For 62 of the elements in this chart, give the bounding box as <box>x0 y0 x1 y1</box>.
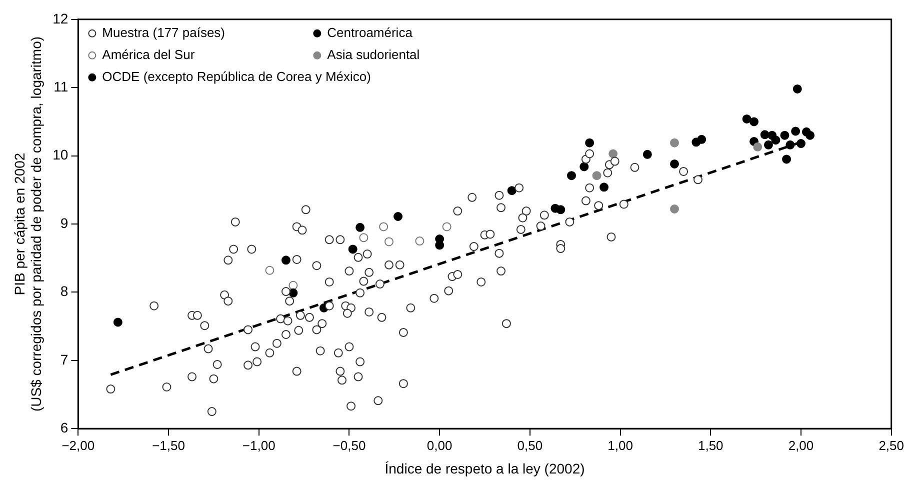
point <box>670 138 679 148</box>
point <box>359 233 368 242</box>
legend-label: Asia sudoriental <box>327 46 420 62</box>
x-tick-label: 0,50 <box>517 438 543 453</box>
point <box>796 139 806 148</box>
point <box>379 222 388 232</box>
point <box>786 140 795 150</box>
x-tick-label: −1,00 <box>242 438 276 453</box>
point <box>113 318 122 327</box>
point <box>642 150 652 159</box>
point <box>585 138 594 148</box>
legend-label: América del Sur <box>102 46 196 62</box>
x-tick-label: −2,00 <box>62 438 95 453</box>
y-tick-label: 8 <box>60 283 68 300</box>
point <box>348 244 358 254</box>
point <box>288 280 298 290</box>
x-tick-label: −1,50 <box>152 438 185 453</box>
point <box>791 126 800 136</box>
point <box>580 162 589 172</box>
point <box>281 256 290 265</box>
point <box>265 266 274 275</box>
point <box>750 117 759 126</box>
point <box>753 142 762 152</box>
point <box>782 154 792 164</box>
x-tick-label: 1,50 <box>698 438 724 453</box>
x-tick-label: 1,00 <box>608 438 633 453</box>
y-tick-label: 9 <box>60 214 68 231</box>
legend-label: OCDE (excepto República de Corea y México) <box>102 68 371 84</box>
x-tick-label: 0,00 <box>426 438 452 453</box>
x-axis-title: Índice de respeto a la ley (2002) <box>384 460 585 476</box>
y-tick-label: 11 <box>54 78 68 94</box>
point <box>600 182 609 192</box>
legend-label: Centroamérica <box>327 24 414 40</box>
point <box>394 212 403 221</box>
point <box>415 236 424 246</box>
point <box>608 149 618 158</box>
y-tick-label: 7 <box>60 351 68 368</box>
y-tick-label: 12 <box>52 10 68 26</box>
legend-label: Muestra (177 países) <box>102 24 226 40</box>
point <box>670 159 679 168</box>
point <box>780 130 790 140</box>
point <box>806 130 815 140</box>
point <box>507 186 516 196</box>
point <box>697 134 706 144</box>
y-axis-title: PIB per cápita en 2002 (US$ corregidos por paridad de poder de compra, logaritmo) <box>11 36 44 412</box>
point <box>792 84 802 94</box>
y-tick-label: 6 <box>60 419 68 436</box>
x-tick-label: 2,00 <box>788 438 814 453</box>
point <box>356 222 365 232</box>
x-tick-label: 2,50 <box>878 438 904 453</box>
y-tick-label: 10 <box>52 146 68 163</box>
point <box>556 205 566 214</box>
point <box>442 222 452 232</box>
x-tick-label: −0,50 <box>332 438 366 453</box>
point <box>771 136 780 145</box>
point <box>384 237 394 246</box>
point <box>592 171 602 180</box>
point <box>567 171 576 180</box>
point <box>764 140 773 150</box>
point <box>670 204 679 214</box>
point <box>288 288 298 298</box>
point <box>742 114 752 124</box>
